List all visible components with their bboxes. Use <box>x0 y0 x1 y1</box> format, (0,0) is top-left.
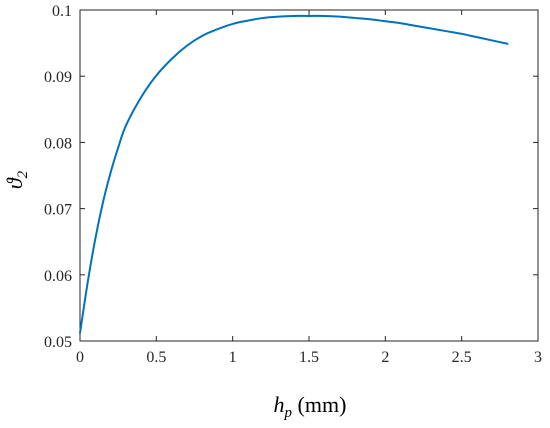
x-axis-label-variable: h <box>274 392 285 417</box>
y-tick-label: 0.08 <box>44 135 72 152</box>
x-tick-label: 3 <box>534 349 542 366</box>
x-tick-labels: 0 0.5 1 1.5 2 2.5 3 <box>76 349 542 366</box>
y-tick-label: 0.1 <box>52 3 72 20</box>
x-tick-label: 1.5 <box>299 349 319 366</box>
series-line <box>79 14 509 335</box>
x-axis-label-subscript: p <box>284 405 293 421</box>
x-tick-label: 2 <box>381 349 389 366</box>
y-tick-label: 0.05 <box>44 334 72 351</box>
x-tick-label: 1 <box>229 349 237 366</box>
x-tick-label: 0 <box>76 349 84 366</box>
x-tick-label: 2.5 <box>452 349 472 366</box>
y-axis-label: ϑ2 <box>2 170 31 189</box>
plot-frame <box>79 9 539 342</box>
axis-ticks <box>79 9 539 342</box>
x-axis-label: hp (mm) <box>274 392 347 421</box>
y-tick-labels: 0.05 0.06 0.07 0.08 0.09 0.1 <box>44 3 72 351</box>
x-tick-label: 0.5 <box>146 349 166 366</box>
plot-area <box>79 9 539 342</box>
x-axis-label-unit: (mm) <box>292 392 346 417</box>
y-tick-label: 0.07 <box>44 202 72 219</box>
y-axis-label-subscript: 2 <box>15 170 31 178</box>
series-layer <box>79 14 509 335</box>
y-tick-label: 0.06 <box>44 268 72 285</box>
y-tick-label: 0.09 <box>44 69 72 86</box>
y-axis-label-variable: ϑ <box>2 177 27 189</box>
